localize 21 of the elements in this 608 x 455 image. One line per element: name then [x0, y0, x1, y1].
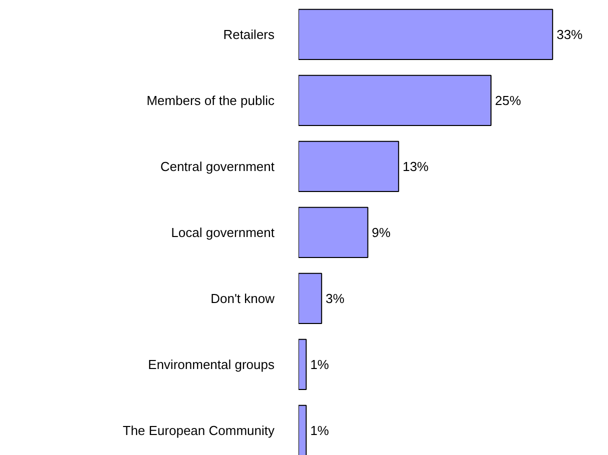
bar: [298, 74, 492, 126]
data-label: 25%: [495, 92, 522, 108]
y-tick-label: Local government: [171, 224, 275, 240]
bar: [298, 8, 554, 60]
bar: [298, 206, 368, 258]
y-tick-label: Environmental groups: [148, 356, 275, 372]
y-tick-label: Members of the public: [146, 92, 275, 108]
data-label: 1%: [310, 422, 330, 438]
data-label: 13%: [402, 158, 430, 174]
bar: [298, 338, 307, 390]
data-label: 3%: [326, 290, 345, 306]
data-label: 1%: [310, 356, 330, 372]
y-tick-label: Don't know: [210, 290, 276, 306]
y-tick-label: Central government: [160, 158, 275, 174]
data-label: 33%: [556, 26, 584, 42]
data-label: 9%: [372, 224, 392, 240]
y-tick-label: Retailers: [223, 26, 275, 42]
bar: [298, 404, 307, 455]
y-tick-label: The European Community: [122, 422, 275, 438]
bar: [298, 140, 400, 192]
bar: [298, 272, 322, 324]
